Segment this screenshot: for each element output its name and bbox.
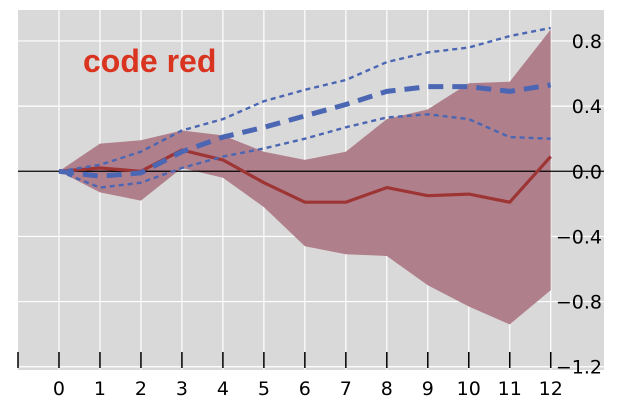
forecast-lower-line xyxy=(58,113,551,189)
y-tick-label-3: −0.4 xyxy=(556,226,602,248)
y-tick-label-0: 0.8 xyxy=(572,31,602,53)
forecast-mean-line xyxy=(58,82,552,179)
series-group xyxy=(58,26,552,204)
annotation-code-red: code red xyxy=(83,43,216,79)
x-tick-label-3: 3 xyxy=(176,378,188,400)
x-tick-label-5: 5 xyxy=(258,378,270,400)
x-tick-label-9: 9 xyxy=(422,378,434,400)
y-tick-label-4: −0.8 xyxy=(556,292,602,314)
y-tick-label-1: 0.4 xyxy=(572,96,602,118)
confidence-band xyxy=(59,29,551,325)
x-tick-label-11: 11 xyxy=(498,378,522,400)
x-tick-label-4: 4 xyxy=(217,378,229,400)
tick-labels: 0 1 2 3 4 5 6 7 8 9 10 11 120.80.40.0−0.4−0.8−1.2 xyxy=(53,31,602,400)
x-tick-label-10: 10 xyxy=(457,378,481,400)
x-tick-label-0: 0 xyxy=(53,378,65,400)
forecast-upper-line xyxy=(58,26,551,173)
x-tick-label-2: 2 xyxy=(135,378,147,400)
y-tick-label-2: 0.0 xyxy=(572,161,602,183)
x-tick-label-8: 8 xyxy=(381,378,393,400)
axis-ticks xyxy=(17,352,552,368)
y-tick-label-5: −1.2 xyxy=(556,357,602,379)
x-tick-label-6: 6 xyxy=(299,378,311,400)
x-tick-label-12: 12 xyxy=(539,378,563,400)
x-tick-label-1: 1 xyxy=(94,378,106,400)
x-tick-label-7: 7 xyxy=(340,378,352,400)
